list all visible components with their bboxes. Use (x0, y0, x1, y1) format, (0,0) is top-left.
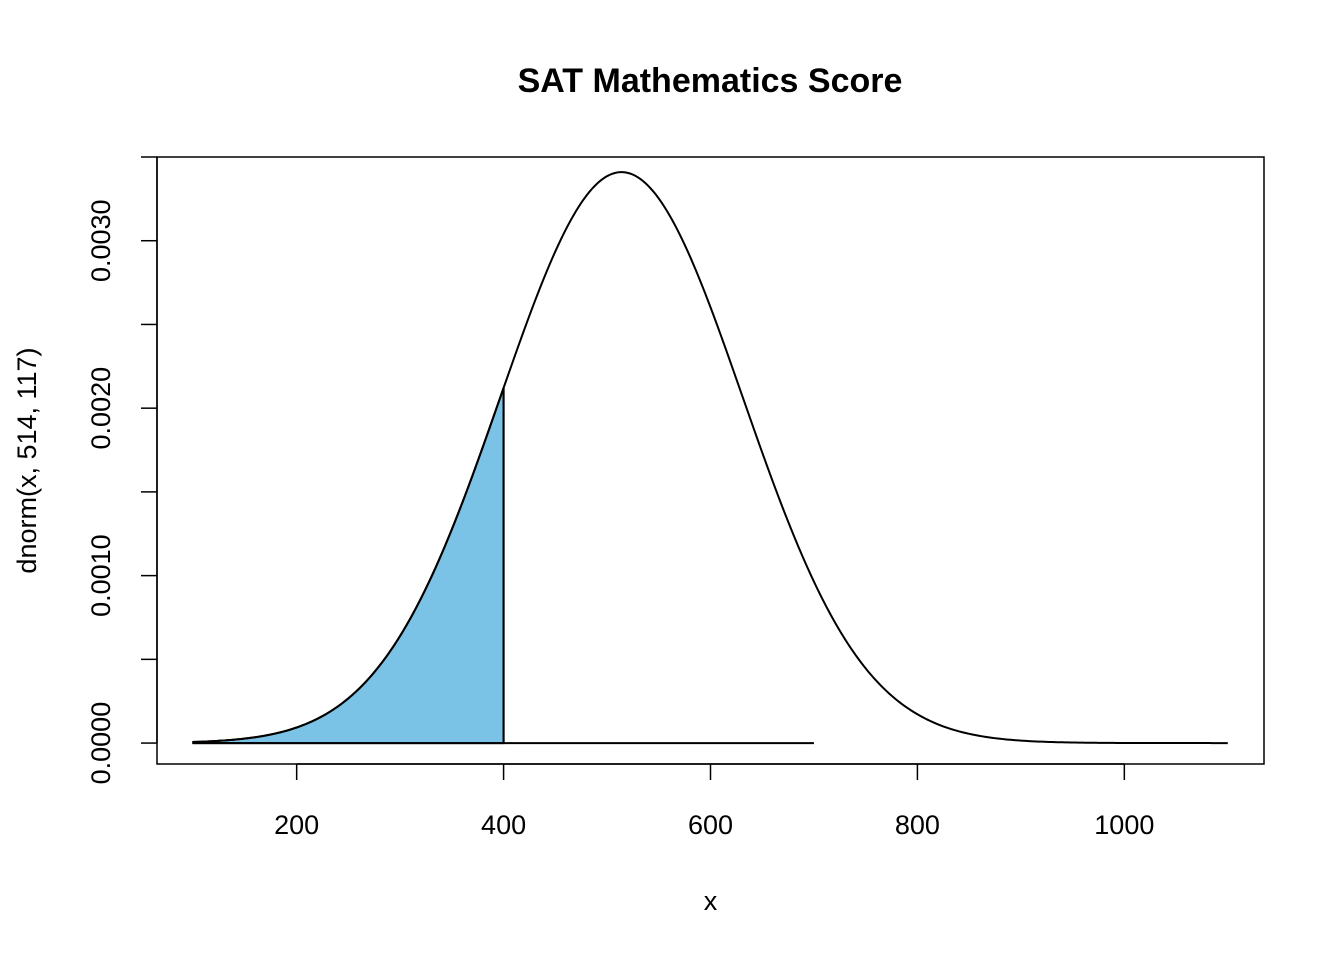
plot-frame (156, 156, 1265, 765)
shaded-region (192, 387, 505, 745)
y-tick-label: 0.0010 (86, 534, 116, 617)
chart-title: SAT Mathematics Score (518, 62, 903, 100)
x-tick-label: 200 (274, 810, 319, 840)
density-curve (193, 171, 1228, 745)
x-tick-label: 400 (481, 810, 526, 840)
plot-area (192, 171, 1228, 745)
y-tick-label: 0.0000 (86, 702, 116, 785)
x-tick-label: 1000 (1094, 810, 1154, 840)
x-tick-label: 800 (895, 810, 940, 840)
x-axis: 200 400 600 800 1000 (274, 763, 1154, 840)
y-tick-label: 0.0030 (86, 199, 116, 282)
y-axis-label: dnorm(x, 514, 117) (12, 347, 42, 573)
x-axis-label: x (704, 886, 718, 916)
y-tick-label: 0.0020 (86, 367, 116, 450)
y-axis: 0.0000 0.0010 0.0020 0.0030 (86, 156, 158, 785)
x-tick-label: 600 (688, 810, 733, 840)
